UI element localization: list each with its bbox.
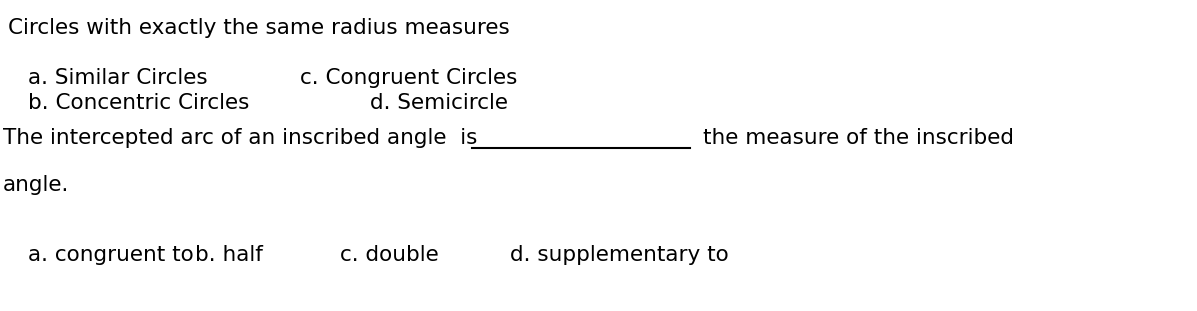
Text: b. half: b. half (195, 245, 263, 265)
Text: angle.: angle. (4, 175, 69, 195)
Text: b. Concentric Circles: b. Concentric Circles (28, 93, 249, 113)
Text: c. double: c. double (340, 245, 439, 265)
Text: The intercepted arc of an inscribed angle  is: The intercepted arc of an inscribed angl… (4, 128, 478, 148)
Text: d. supplementary to: d. supplementary to (510, 245, 729, 265)
Text: a. Similar Circles: a. Similar Circles (28, 68, 207, 88)
Text: the measure of the inscribed: the measure of the inscribed (703, 128, 1014, 148)
Text: c. Congruent Circles: c. Congruent Circles (300, 68, 517, 88)
Text: Circles with exactly the same radius measures: Circles with exactly the same radius mea… (8, 18, 510, 38)
Text: a. congruent to: a. congruent to (28, 245, 194, 265)
Text: d. Semicircle: d. Semicircle (370, 93, 508, 113)
